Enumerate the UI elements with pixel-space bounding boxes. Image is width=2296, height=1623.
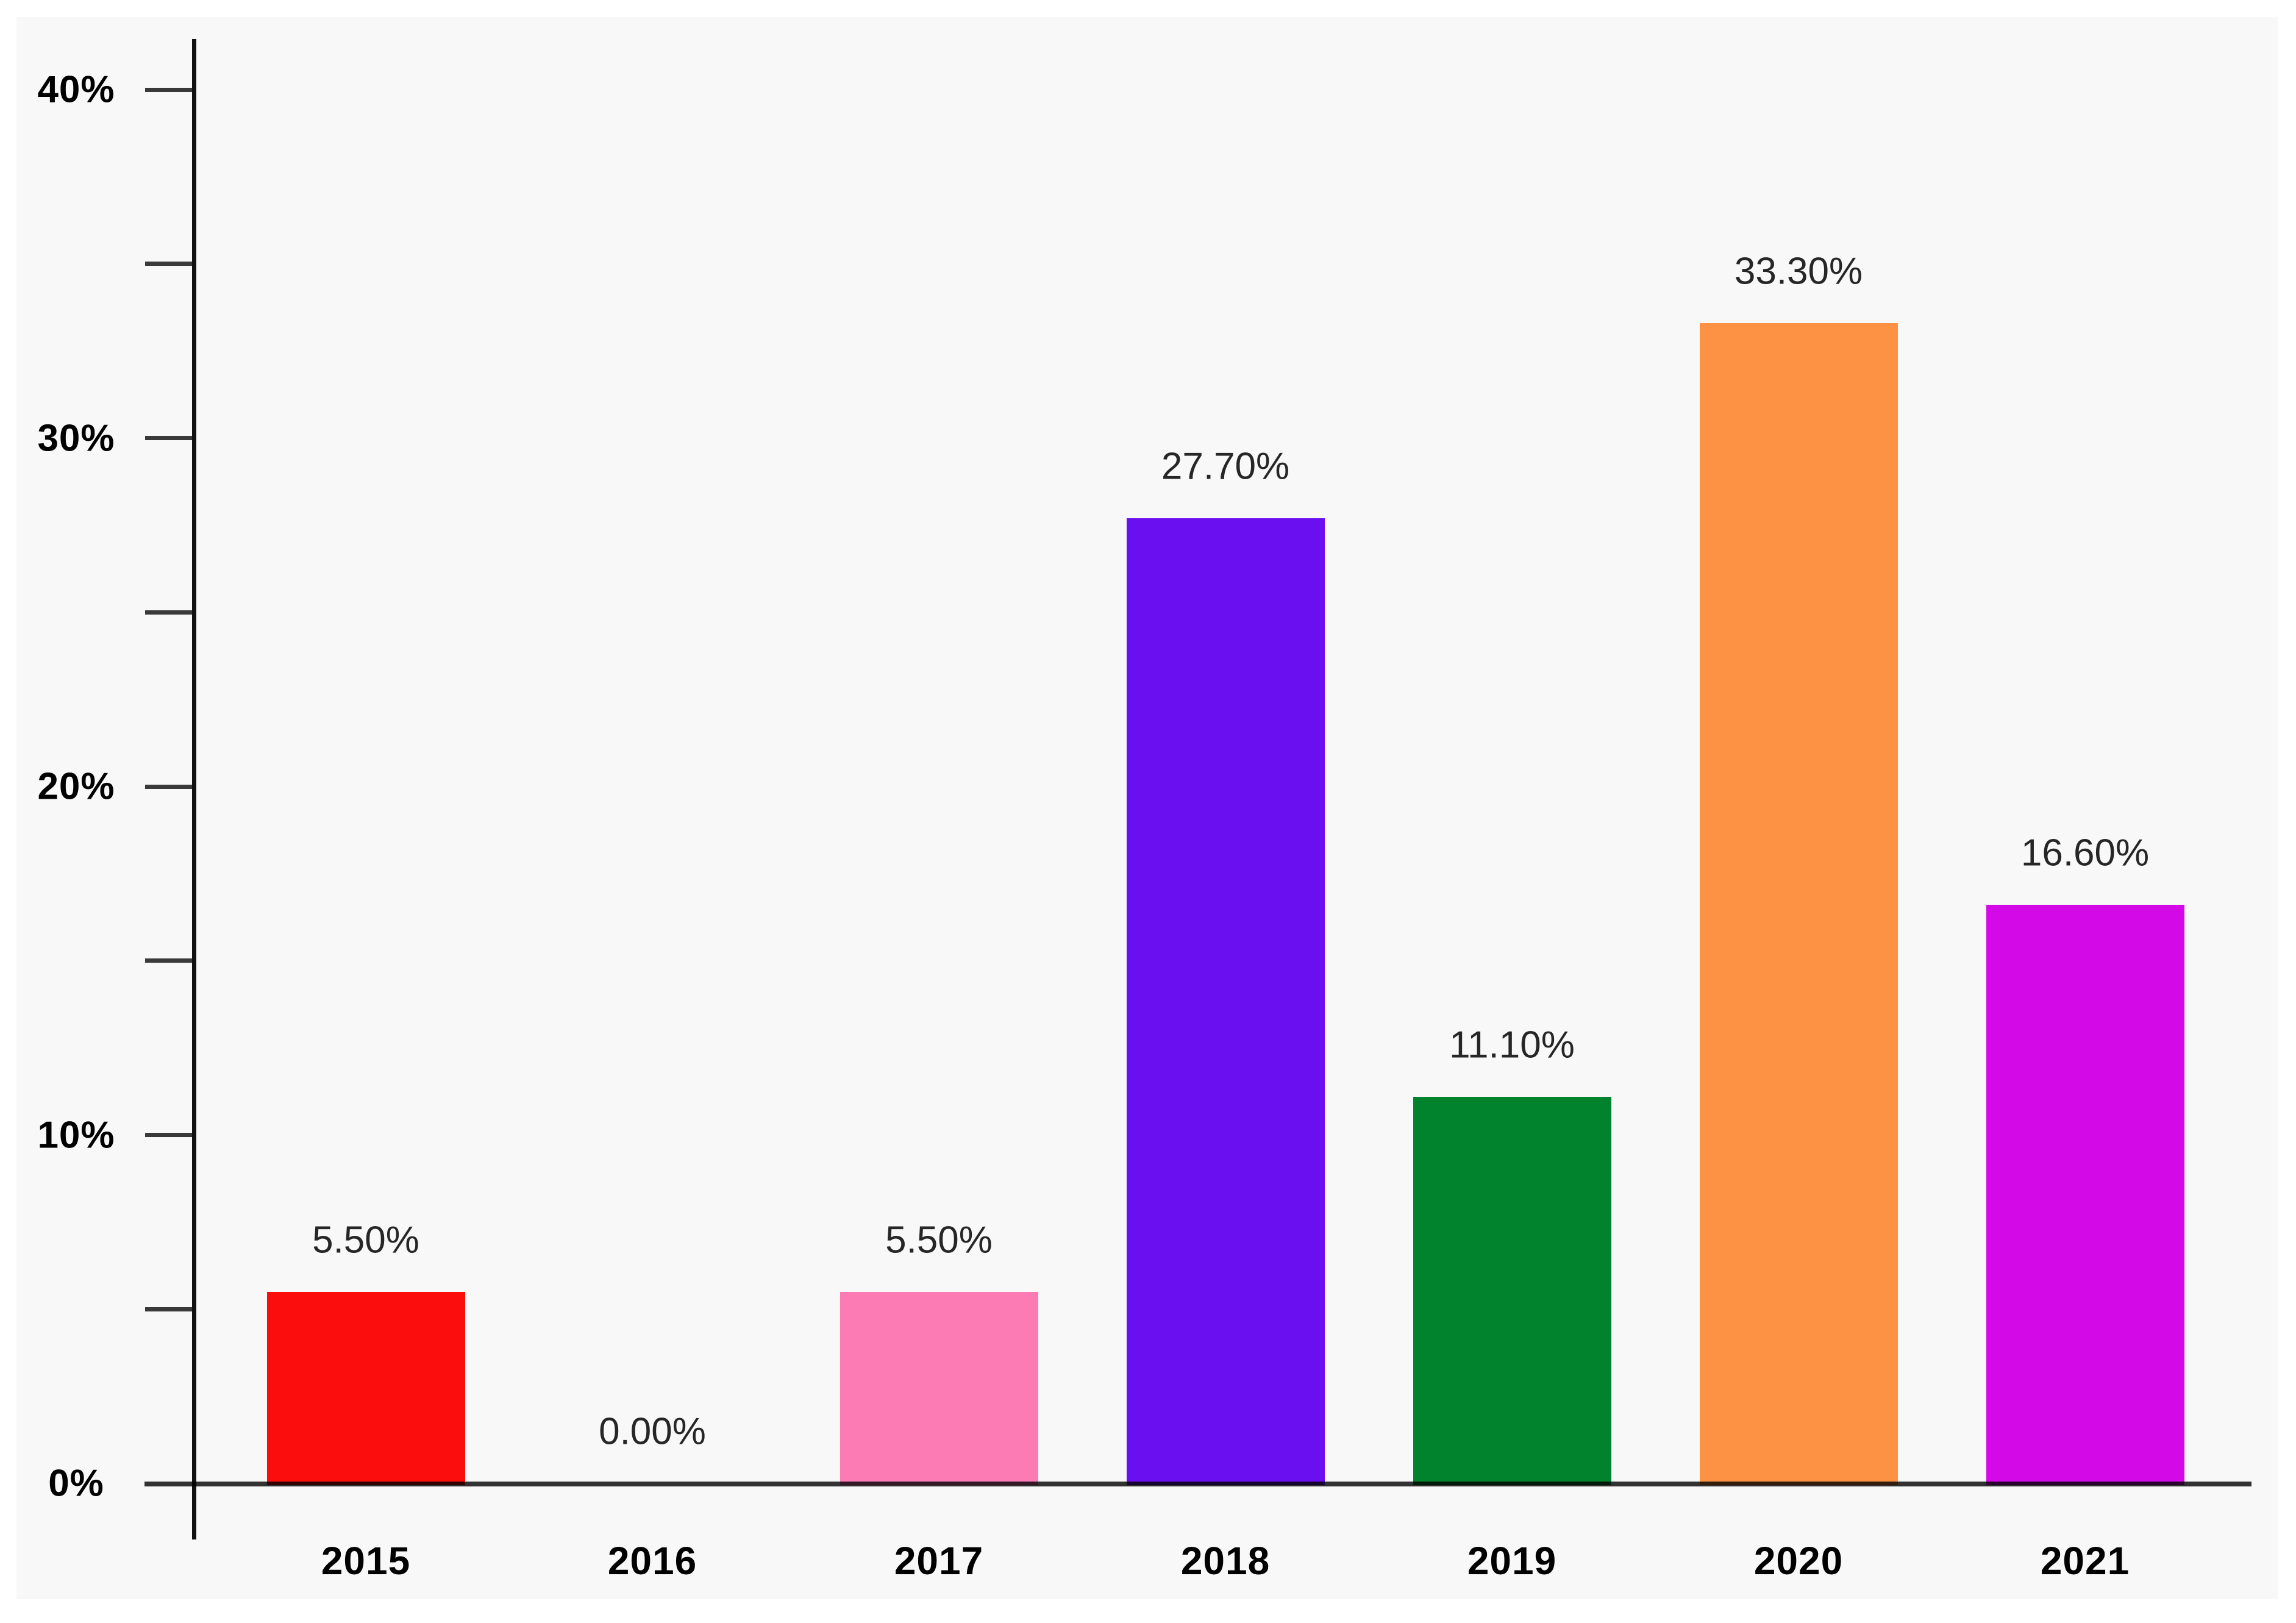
x-axis-label-2015: 2015 — [321, 1539, 411, 1583]
bar-2018 — [1126, 518, 1325, 1485]
value-label-2017: 5.50% — [885, 1219, 993, 1261]
x-axis-label-2020: 2020 — [1753, 1539, 1844, 1583]
y-axis-label-20: 20% — [37, 765, 115, 808]
y-axis-label-10: 10% — [37, 1114, 115, 1157]
y-axis-label-40: 40% — [37, 68, 115, 111]
y-axis-line — [192, 39, 196, 1539]
x-axis-label-2016: 2016 — [607, 1539, 697, 1583]
y-axis-label-0: 0% — [48, 1462, 104, 1505]
x-axis-label-2021: 2021 — [2040, 1539, 2130, 1583]
bar-2021 — [1986, 905, 2184, 1485]
value-label-2015: 5.50% — [312, 1219, 419, 1261]
y-tick-25 — [145, 610, 194, 615]
bar-2015 — [266, 1292, 465, 1485]
y-tick-10 — [145, 1133, 194, 1137]
value-label-2021: 16.60% — [2020, 832, 2150, 874]
y-tick-15 — [145, 958, 194, 963]
x-axis-line — [144, 1482, 2251, 1486]
value-label-2016: 0.00% — [599, 1410, 706, 1453]
bar-2017 — [840, 1292, 1038, 1485]
bar-2020 — [1699, 323, 1898, 1485]
bar-2019 — [1413, 1097, 1611, 1485]
x-axis-label-2018: 2018 — [1180, 1539, 1271, 1583]
value-label-2020: 33.30% — [1734, 250, 1863, 293]
value-label-2018: 27.70% — [1161, 445, 1290, 488]
y-tick-20 — [145, 785, 194, 789]
x-axis-label-2019: 2019 — [1467, 1539, 1557, 1583]
y-tick-5 — [145, 1307, 194, 1311]
y-tick-40 — [145, 88, 194, 92]
y-tick-30 — [145, 436, 194, 440]
y-tick-35 — [145, 262, 194, 266]
y-axis-label-30: 30% — [37, 417, 115, 460]
value-label-2019: 11.10% — [1449, 1024, 1575, 1066]
x-axis-label-2017: 2017 — [894, 1539, 984, 1583]
